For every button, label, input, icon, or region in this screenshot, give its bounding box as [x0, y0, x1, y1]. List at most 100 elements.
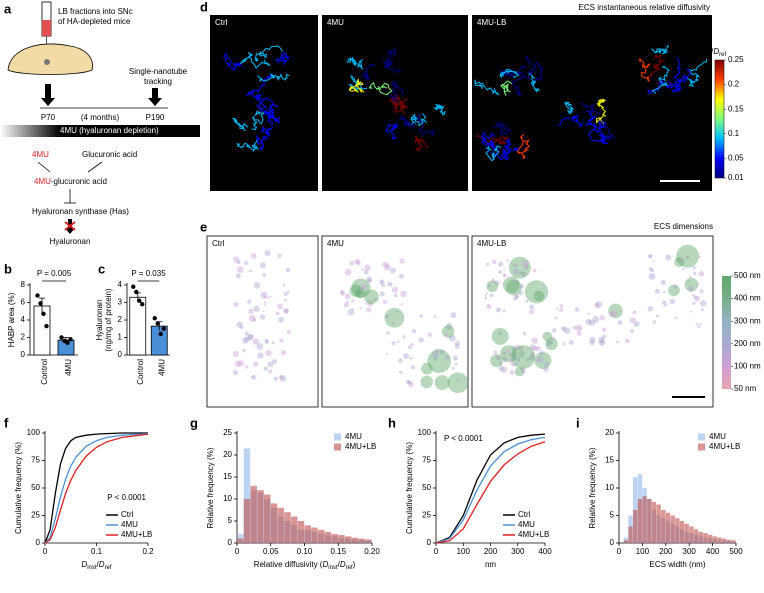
- texture: [534, 351, 552, 370]
- texture: [538, 350, 544, 356]
- texture: [498, 365, 504, 372]
- texture: [518, 291, 524, 296]
- texture: [277, 253, 282, 258]
- legend-swatch: [698, 443, 705, 451]
- texture: [500, 345, 518, 363]
- texture: [602, 334, 607, 339]
- texture: [499, 68, 520, 79]
- texture: [542, 331, 552, 342]
- texture: [682, 267, 685, 271]
- syringe-fill: [42, 20, 51, 36]
- blocked: [64, 221, 76, 231]
- texture: [483, 296, 487, 299]
- bar: [670, 515, 675, 543]
- texture: [506, 259, 510, 263]
- texture: [545, 339, 552, 346]
- arrow: [148, 88, 162, 106]
- texture: [509, 369, 515, 375]
- texture: [278, 316, 284, 323]
- legend-label: 4MU+LB: [345, 442, 376, 451]
- texture: [448, 334, 456, 342]
- texture: [650, 54, 666, 78]
- y-axis-label: Relative frequency (%): [588, 447, 597, 528]
- bar: [675, 518, 680, 543]
- texture: [687, 280, 690, 283]
- texture: [266, 296, 269, 299]
- bar: [250, 485, 257, 543]
- pathway-text: Glucuronic acid: [82, 150, 137, 159]
- texture: [575, 324, 583, 332]
- texture: [595, 301, 603, 309]
- texture: [257, 352, 264, 359]
- y-tick-label: 4: [21, 315, 26, 324]
- texture: [355, 260, 361, 266]
- texture: [368, 81, 393, 96]
- bar: [311, 527, 318, 543]
- x-tick-label: 0.15: [330, 547, 346, 556]
- texture: [232, 370, 239, 376]
- texture: [662, 290, 666, 294]
- texture: [579, 102, 601, 119]
- bar: [707, 534, 713, 543]
- bar: [693, 529, 699, 543]
- texture: [427, 332, 433, 338]
- data-point: [134, 289, 139, 295]
- texture: [384, 314, 389, 319]
- texture: [257, 73, 290, 82]
- texture: [648, 266, 653, 272]
- legend-label: 4MU: [709, 432, 726, 441]
- texture: [251, 374, 257, 380]
- texture: [694, 296, 701, 302]
- texture: [524, 263, 529, 268]
- injection-text: LB fractions into SNc: [58, 7, 133, 16]
- brain: [7, 43, 93, 75]
- y-tick-label: 8: [21, 280, 26, 289]
- y-tick-label: 0: [610, 538, 615, 547]
- texture: [379, 291, 385, 297]
- texture: [602, 327, 607, 333]
- texture: [277, 303, 283, 310]
- y-tick-label: 15: [223, 472, 232, 481]
- image-label: 4MU: [327, 239, 344, 248]
- pathway-text: 4MU: [34, 177, 51, 186]
- texture: [630, 329, 635, 334]
- texture: [562, 342, 566, 346]
- texture: [514, 344, 521, 351]
- texture: [414, 135, 429, 152]
- bar: [703, 533, 708, 543]
- texture: [434, 375, 450, 391]
- image-label: Ctrl: [212, 239, 225, 248]
- texture: [403, 353, 409, 360]
- texture: [526, 357, 530, 360]
- texture: [492, 148, 511, 161]
- line: [435, 436, 546, 544]
- image-label: 4MU-LB: [477, 18, 506, 27]
- texture: [388, 80, 404, 102]
- legend-swatch: [334, 433, 341, 441]
- legend-label: Ctrl: [121, 510, 134, 519]
- texture: [572, 325, 577, 330]
- texture: [508, 353, 511, 356]
- x-tick-label: 4MU: [64, 359, 73, 376]
- texture: [268, 369, 273, 374]
- x-tick-label: 0.05: [263, 547, 279, 556]
- bar: [297, 521, 305, 543]
- texture: [524, 55, 545, 82]
- label-part: D: [99, 560, 105, 569]
- texture: [491, 278, 496, 283]
- texture: [286, 290, 290, 293]
- texture: [594, 302, 600, 308]
- texture: [433, 356, 438, 361]
- texture: [514, 367, 525, 377]
- texture: [693, 271, 697, 276]
- legend-label: 4MU: [345, 432, 362, 441]
- texture: [362, 63, 376, 81]
- texture: [248, 308, 254, 315]
- y-tick-label: 75: [31, 456, 40, 465]
- texture: [525, 267, 528, 270]
- texture: [686, 58, 708, 88]
- texture: [495, 307, 501, 313]
- legend-swatch: [698, 433, 705, 441]
- panel-label: i: [576, 415, 580, 430]
- texture: [592, 315, 600, 323]
